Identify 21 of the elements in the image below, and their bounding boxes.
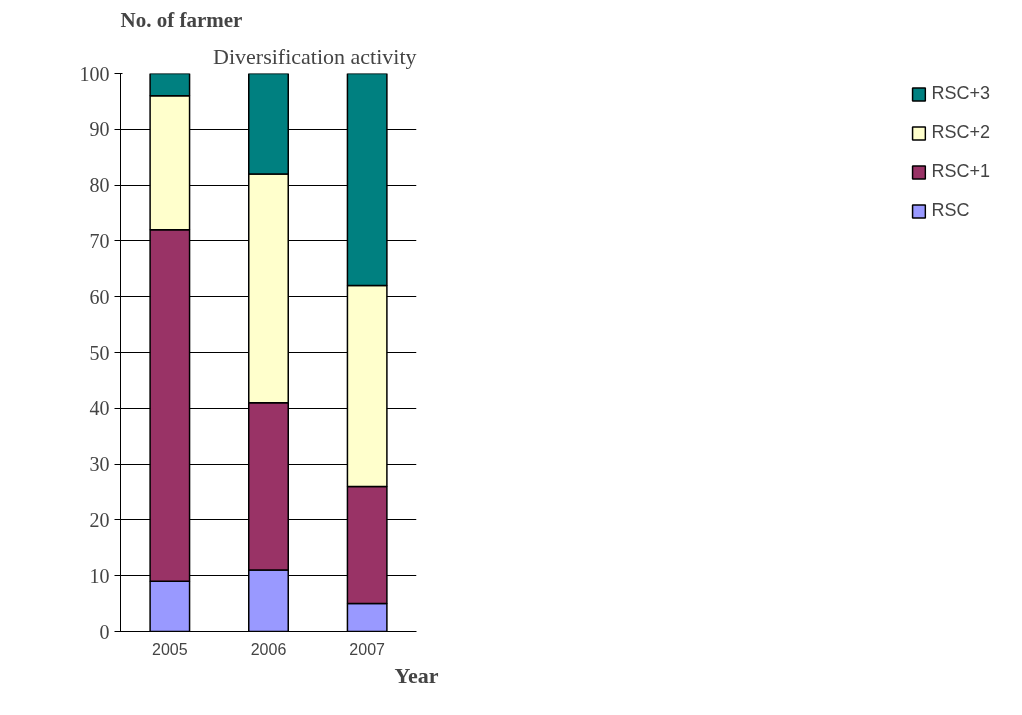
y-tick-label: 20 (89, 508, 110, 531)
y-tick-label: 100 (79, 62, 110, 85)
y-tick-label: 30 (89, 453, 110, 476)
y-tick-label: 90 (89, 118, 110, 141)
x-axis-title: Year (394, 662, 439, 688)
y-tick-label: 40 (89, 397, 110, 420)
legend-label: RSC+2 (931, 122, 990, 143)
y-tick-label: 0 (99, 620, 110, 643)
y-tick-label: 60 (89, 285, 110, 308)
x-tick-label: 2007 (349, 640, 386, 658)
y-tick-label: 50 (89, 341, 110, 364)
y-tick-label: 70 (89, 229, 110, 252)
legend-label: RSC+3 (931, 83, 990, 104)
legend-label: RSC (931, 200, 970, 221)
y-tick-label: 80 (89, 174, 110, 197)
y-axis-title: No. of farmer (120, 7, 243, 32)
y-tick-label: 10 (89, 564, 110, 587)
chart-title: Diversification activity (213, 43, 417, 69)
x-tick-label: 2006 (250, 640, 287, 658)
x-tick-label: 2005 (152, 640, 188, 658)
legend-label: RSC+1 (931, 161, 990, 182)
